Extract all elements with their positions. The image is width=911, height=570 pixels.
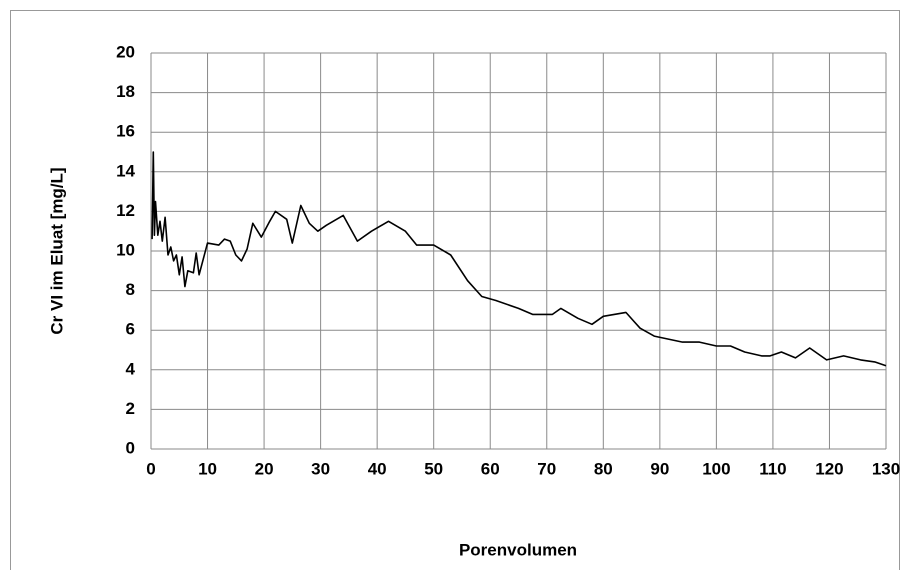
x-tick-label: 120 bbox=[815, 459, 843, 478]
x-tick-label: 40 bbox=[368, 459, 387, 478]
y-tick-label: 18 bbox=[116, 82, 135, 101]
x-tick-label: 80 bbox=[594, 459, 613, 478]
x-tick-label: 10 bbox=[198, 459, 217, 478]
y-tick-label: 12 bbox=[116, 201, 135, 220]
x-axis-title: Porenvolumen bbox=[459, 540, 577, 559]
x-tick-label: 70 bbox=[537, 459, 556, 478]
y-tick-label: 0 bbox=[126, 438, 135, 457]
y-tick-label: 14 bbox=[116, 161, 135, 180]
x-tick-label: 20 bbox=[255, 459, 274, 478]
x-tick-label: 60 bbox=[481, 459, 500, 478]
data-line bbox=[151, 151, 887, 367]
x-tick-label: 110 bbox=[759, 459, 786, 478]
y-axis-title: Cr VI im Eluat [mg/L] bbox=[47, 167, 66, 334]
x-tick-label: 90 bbox=[650, 459, 669, 478]
y-tick-label: 2 bbox=[126, 399, 135, 418]
x-tick-label: 50 bbox=[424, 459, 443, 478]
y-tick-label: 6 bbox=[126, 320, 135, 339]
x-tick-label: 130 bbox=[872, 459, 900, 478]
x-tick-label: 100 bbox=[702, 459, 730, 478]
y-tick-label: 8 bbox=[126, 280, 135, 299]
x-tick-label: 0 bbox=[146, 459, 155, 478]
y-tick-label: 16 bbox=[116, 122, 135, 141]
x-tick-label: 30 bbox=[311, 459, 330, 478]
y-tick-label: 4 bbox=[126, 359, 136, 378]
y-tick-label: 10 bbox=[116, 240, 135, 259]
y-tick-label: 20 bbox=[116, 42, 135, 61]
